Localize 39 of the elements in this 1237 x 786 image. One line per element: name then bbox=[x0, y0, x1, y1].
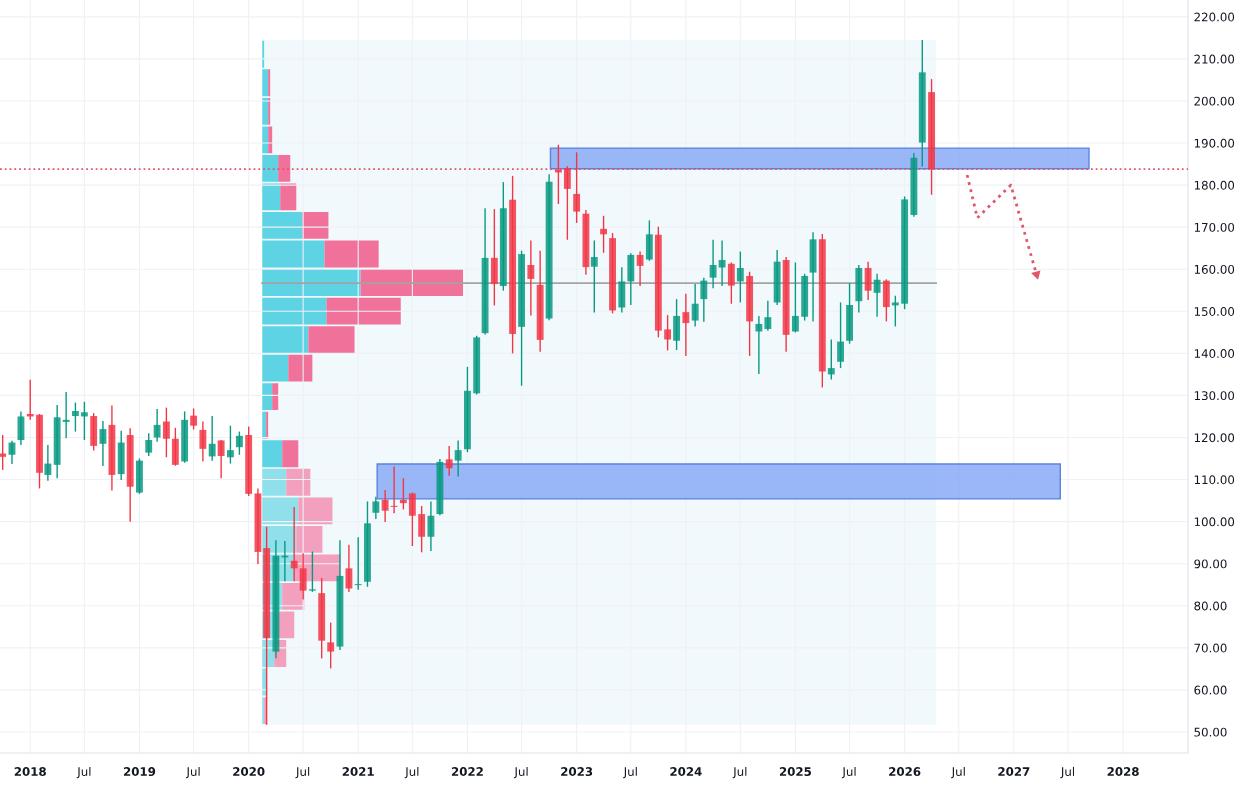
x-tick-label: 2020 bbox=[233, 767, 265, 777]
y-tick-label: 110.00 bbox=[1194, 475, 1235, 485]
y-tick-label: 170.00 bbox=[1194, 222, 1235, 232]
y-tick-label: 80.00 bbox=[1194, 601, 1227, 611]
x-tick-label: Jul bbox=[185, 766, 200, 779]
x-tick-label: 2028 bbox=[1107, 767, 1139, 777]
y-tick-label: 100.00 bbox=[1194, 517, 1235, 527]
x-tick-label: 2023 bbox=[561, 767, 593, 777]
x-tick-label: Jul bbox=[404, 766, 419, 779]
y-tick-label: 150.00 bbox=[1194, 307, 1235, 316]
y-tick-label: 190.00 bbox=[1194, 138, 1235, 148]
x-tick-label: 2026 bbox=[889, 767, 921, 777]
y-tick-label: 180.00 bbox=[1194, 180, 1235, 190]
x-tick-label: Jul bbox=[623, 766, 637, 779]
y-tick-label: 140.00 bbox=[1194, 349, 1235, 359]
x-tick-label: 2019 bbox=[123, 767, 156, 777]
x-tick-label: 2022 bbox=[451, 767, 483, 777]
x-tick-label: Jul bbox=[841, 766, 856, 779]
x-tick-label: 2018 bbox=[14, 767, 46, 777]
x-tick-label: Jul bbox=[1060, 766, 1075, 779]
y-tick-label: 130.00 bbox=[1194, 391, 1235, 401]
x-tick-label: Jul bbox=[732, 766, 747, 779]
x-tick-label: 2027 bbox=[998, 767, 1030, 777]
y-tick-label: 90.00 bbox=[1194, 559, 1227, 569]
y-tick-label: 70.00 bbox=[1194, 643, 1227, 653]
x-tick-label: 2024 bbox=[670, 767, 702, 777]
y-tick-label: 210.00 bbox=[1194, 54, 1235, 64]
y-tick-label: 220.00 bbox=[1194, 12, 1235, 22]
x-tick-label: 2025 bbox=[779, 767, 811, 777]
x-tick-label: Jul bbox=[513, 766, 528, 779]
x-tick-label: Jul bbox=[76, 766, 91, 779]
x-tick-label: 2021 bbox=[342, 767, 374, 777]
y-tick-label: 50.00 bbox=[1194, 727, 1227, 737]
x-tick-label: Jul bbox=[951, 766, 965, 779]
y-tick-label: 160.00 bbox=[1194, 264, 1235, 274]
y-tick-label: 120.00 bbox=[1194, 433, 1235, 443]
y-tick-label: 200.00 bbox=[1194, 96, 1235, 106]
x-tick-label: Jul bbox=[295, 766, 310, 779]
y-tick-label: 60.00 bbox=[1194, 685, 1227, 695]
